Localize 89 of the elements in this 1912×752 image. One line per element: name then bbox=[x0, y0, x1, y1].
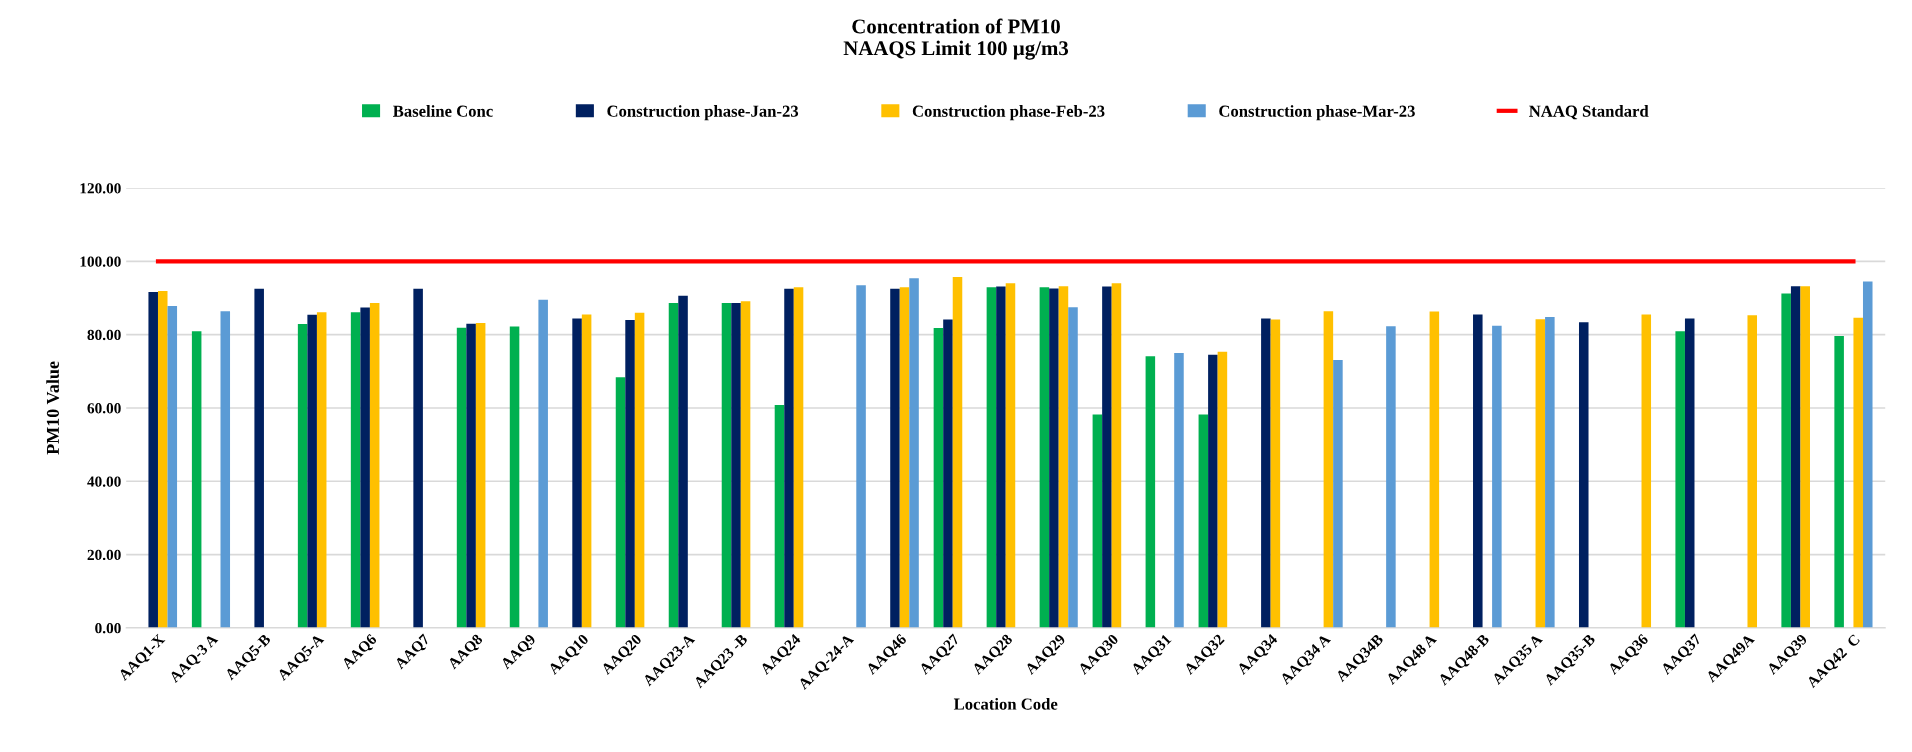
bar bbox=[1039, 287, 1050, 628]
bar bbox=[413, 288, 423, 628]
bar bbox=[1545, 317, 1555, 628]
bar bbox=[1261, 318, 1271, 628]
bar bbox=[634, 312, 645, 628]
bar bbox=[1111, 283, 1122, 628]
bar bbox=[350, 312, 361, 628]
bar bbox=[1145, 356, 1156, 628]
bar bbox=[1208, 354, 1218, 628]
legend-label: Construction phase-Mar-23 bbox=[1219, 105, 1415, 121]
bar bbox=[615, 377, 626, 628]
bar bbox=[784, 288, 794, 628]
y-tick-label: 80.00 bbox=[87, 329, 121, 341]
bar bbox=[1853, 317, 1863, 628]
bar bbox=[1217, 351, 1228, 628]
bar bbox=[1270, 319, 1281, 628]
bar bbox=[456, 327, 467, 628]
bar bbox=[933, 328, 944, 628]
legend-label: Construction phase-Feb-23 bbox=[912, 105, 1105, 121]
bar bbox=[191, 331, 202, 628]
bar bbox=[254, 288, 264, 628]
y-tick-label: 100.00 bbox=[80, 256, 121, 267]
bar bbox=[1102, 286, 1112, 628]
bar bbox=[1800, 286, 1810, 628]
y-tick-label: 60.00 bbox=[87, 403, 121, 414]
bar bbox=[538, 299, 548, 628]
bar bbox=[774, 405, 785, 628]
bar bbox=[1005, 283, 1016, 628]
bar bbox=[316, 312, 327, 628]
bar bbox=[668, 303, 679, 628]
bar bbox=[1492, 325, 1502, 628]
bar bbox=[297, 324, 308, 628]
bar bbox=[1068, 307, 1078, 628]
bar bbox=[1834, 336, 1844, 628]
bar bbox=[678, 295, 688, 628]
bar bbox=[509, 326, 520, 628]
bar bbox=[167, 306, 178, 628]
bar bbox=[1198, 414, 1209, 628]
bar bbox=[1058, 286, 1069, 628]
bar bbox=[220, 311, 231, 628]
bar bbox=[572, 318, 582, 628]
legend-label: Baseline Conc bbox=[393, 105, 493, 117]
legend-label: NAAQ Standard bbox=[1529, 105, 1649, 120]
bar bbox=[307, 314, 317, 628]
bar bbox=[625, 319, 635, 628]
bar bbox=[360, 307, 370, 628]
bar bbox=[1386, 326, 1396, 628]
bar bbox=[721, 303, 732, 628]
bar bbox=[1473, 314, 1483, 628]
bar bbox=[890, 288, 900, 628]
y-tick-label: 40.00 bbox=[87, 476, 121, 487]
bar bbox=[1781, 293, 1791, 628]
y-tick-label: 0.00 bbox=[95, 623, 121, 634]
bar bbox=[581, 314, 592, 628]
bar bbox=[1747, 315, 1758, 628]
bar bbox=[909, 278, 919, 628]
bar bbox=[1578, 322, 1589, 628]
bar bbox=[899, 287, 910, 628]
bar bbox=[1535, 319, 1546, 628]
y-axis-title: PM10 Value bbox=[46, 361, 60, 455]
bar bbox=[1684, 318, 1695, 628]
bar bbox=[943, 319, 953, 628]
bar bbox=[1675, 331, 1685, 628]
bar bbox=[475, 322, 486, 628]
bar bbox=[1790, 286, 1801, 628]
bar bbox=[996, 286, 1006, 628]
bar bbox=[369, 303, 380, 628]
bar bbox=[1323, 311, 1334, 628]
bar bbox=[1174, 352, 1184, 628]
bar bbox=[740, 301, 751, 628]
y-tick-label: 120.00 bbox=[80, 183, 121, 194]
bar bbox=[1333, 359, 1343, 628]
bar bbox=[157, 291, 168, 628]
bar bbox=[1429, 311, 1440, 628]
bar bbox=[986, 287, 997, 628]
bar bbox=[1092, 414, 1103, 628]
bar bbox=[952, 277, 963, 628]
bar bbox=[466, 323, 476, 628]
bar bbox=[731, 303, 741, 628]
bar bbox=[793, 287, 804, 628]
bar bbox=[856, 285, 866, 628]
x-axis-title: Location Code bbox=[953, 697, 1058, 710]
bar bbox=[1641, 314, 1652, 628]
bar bbox=[1862, 281, 1873, 628]
legend-label: Construction phase-Jan-23 bbox=[607, 105, 799, 121]
bar bbox=[148, 292, 158, 628]
y-tick-label: 20.00 bbox=[87, 549, 121, 561]
bar bbox=[1049, 288, 1059, 628]
chart-title: Concentration of PM10 NAAQS Limit 100 µg/m3 bbox=[843, 18, 1069, 60]
